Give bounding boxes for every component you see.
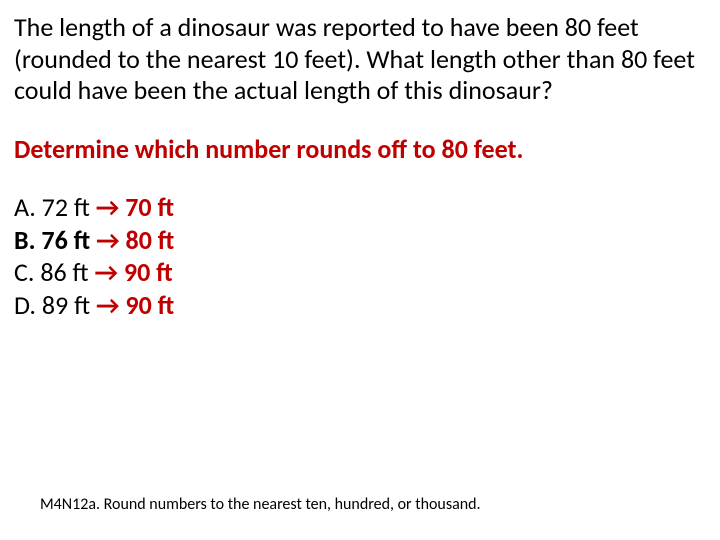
arrow-icon: → xyxy=(96,191,120,223)
choice-value: 72 ft xyxy=(42,191,90,223)
instruction-text: Determine which number rounds off to 80 … xyxy=(14,133,706,165)
standard-reference: M4N12a. Round numbers to the nearest ten… xyxy=(40,495,481,514)
question-text: The length of a dinosaur was reported to… xyxy=(14,12,706,107)
choice-rounded: 70 ft xyxy=(125,191,174,223)
choice-letter: C. xyxy=(14,256,34,288)
choice-rounded: 80 ft xyxy=(126,224,175,256)
choice-letter: B. xyxy=(14,224,36,256)
arrow-icon: → xyxy=(96,224,120,256)
choice-rounded: 90 ft xyxy=(125,289,174,321)
choice-value: 89 ft xyxy=(42,289,90,321)
arrow-icon: → xyxy=(94,256,118,288)
choice-d: D. 89 ft → 90 ft xyxy=(14,289,706,322)
choice-c: C. 86 ft → 90 ft xyxy=(14,256,706,289)
choice-value: 76 ft xyxy=(41,224,90,256)
choice-b: B. 76 ft → 80 ft xyxy=(14,224,706,257)
arrow-icon: → xyxy=(96,289,120,321)
choice-letter: A. xyxy=(14,191,36,223)
choice-a: A. 72 ft → 70 ft xyxy=(14,191,706,224)
choice-value: 86 ft xyxy=(40,256,88,288)
choice-rounded: 90 ft xyxy=(124,256,173,288)
choice-letter: D. xyxy=(14,289,36,321)
choices-list: A. 72 ft → 70 ft B. 76 ft → 80 ft C. 86 … xyxy=(14,191,706,321)
